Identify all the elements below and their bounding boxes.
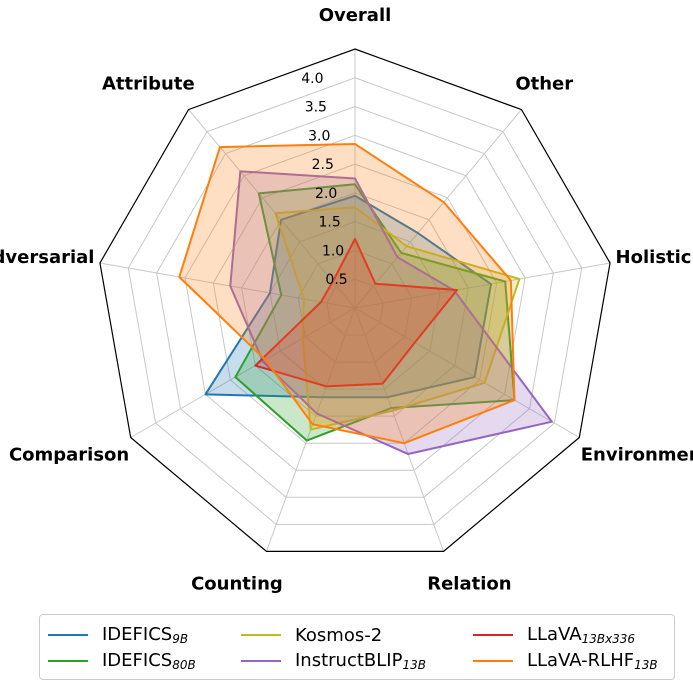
legend-sub-idefics-80b: 80B: [172, 658, 196, 672]
r-tick-label: 0.5: [325, 272, 347, 288]
axis-label-adversarial: Adversarial: [0, 247, 94, 268]
legend-item-idefics-9b: IDEFICS9B: [48, 623, 188, 647]
legend-swatch-llava-13bx336: [473, 634, 513, 636]
legend-item-llava-13bx336: LLaVA13Bx336: [473, 623, 635, 647]
axis-label-relation: Relation: [427, 573, 511, 594]
legend-label-llava-rlhf-13b: LLaVA-RLHF: [527, 650, 635, 671]
outer-frame: [99, 48, 611, 552]
legend-swatch-instructblip-13b: [241, 660, 281, 662]
axis-label-holistic: Holistic: [616, 247, 692, 268]
spoke-attribute: [188, 109, 356, 309]
legend-swatch-idefics-9b: [48, 634, 88, 636]
series-line-llava-rlhf-13b: [178, 142, 516, 445]
legend: IDEFICS9B IDEFICS80B Kosmos-2 InstructBL…: [39, 614, 675, 680]
series-fill-idefics-9b: [205, 195, 492, 398]
legend-label-llava-13bx336: LLaVA: [527, 624, 582, 645]
legend-label-instructblip-13b: InstructBLIP: [295, 650, 403, 671]
series-fill-llava-13bx336: [255, 238, 458, 387]
spoke-holistic: [354, 262, 611, 309]
r-tick-label: 1.0: [322, 243, 344, 259]
radar-chart: 0.5 1.0 1.5 2.0 2.5 3.0 3.5 4.0 Overall Other Holi…: [0, 5, 693, 594]
grid-ring-1: [297, 249, 413, 363]
grid-ring-7: [127, 77, 583, 525]
r-tick-label: 4.0: [301, 71, 323, 87]
spoke-relation: [354, 307, 445, 552]
legend-sub-llava-13bx336: 13Bx336: [581, 632, 636, 646]
legend-item-kosmos-2: Kosmos-2: [241, 623, 382, 647]
r-tick-label: 3.0: [308, 128, 330, 144]
series-line-llava-13bx336: [254, 237, 459, 388]
spoke-environment: [354, 307, 580, 438]
series-fill-llava-rlhf-13b: [179, 143, 515, 444]
r-tick-label: 2.5: [312, 157, 334, 173]
spoke-adversarial: [99, 262, 356, 309]
legend-item-instructblip-13b: InstructBLIP13B: [241, 649, 426, 673]
r-tick-label: 3.5: [305, 100, 327, 116]
grid-ring-2: [269, 221, 441, 390]
series-line-idefics-9b: [204, 194, 493, 399]
grid-ring-6: [156, 106, 554, 498]
grid-ring-0: [326, 278, 384, 336]
legend-swatch-llava-rlhf-13b: [473, 660, 513, 662]
legend-label-idefics-9b: IDEFICS: [102, 624, 173, 645]
r-tick-label: 2.0: [315, 186, 337, 202]
series-fill-instructblip-13b: [230, 171, 552, 455]
series-fill-kosmos-2: [275, 207, 520, 430]
legend-sub-llava-rlhf-13b: 13B: [634, 658, 658, 672]
series-line-idefics-80b: [234, 183, 516, 442]
legend-label-idefics-80b: IDEFICS: [102, 650, 173, 671]
axis-label-other: Other: [515, 74, 573, 95]
axis-label-attribute: Attribute: [102, 74, 195, 95]
radar-series: [178, 142, 553, 456]
legend-item-idefics-80b: IDEFICS80B: [48, 649, 196, 673]
series-line-kosmos-2: [274, 206, 521, 431]
axis-label-counting: Counting: [191, 573, 283, 594]
legend-swatch-kosmos-2: [241, 634, 281, 636]
spoke-other: [354, 109, 522, 309]
legend-sub-instructblip-13b: 13B: [402, 658, 426, 672]
legend-label-kosmos-2: Kosmos-2: [295, 624, 383, 646]
axis-label-environment: Environment: [581, 445, 693, 466]
spoke-comparison: [130, 307, 356, 438]
axis-label-comparison: Comparison: [9, 445, 129, 466]
grid-ring-5: [184, 134, 526, 471]
r-tick-label: 1.5: [319, 215, 341, 231]
legend-item-llava-rlhf-13b: LLaVA-RLHF13B: [473, 649, 658, 673]
legend-swatch-idefics-80b: [48, 660, 88, 662]
radar-labels: 0.5 1.0 1.5 2.0 2.5 3.0 3.5 4.0 Overall Other Holi…: [0, 5, 693, 594]
legend-sub-idefics-9b: 9B: [172, 632, 189, 646]
grid-ring-4: [212, 163, 498, 444]
axis-label-overall: Overall: [319, 5, 392, 26]
